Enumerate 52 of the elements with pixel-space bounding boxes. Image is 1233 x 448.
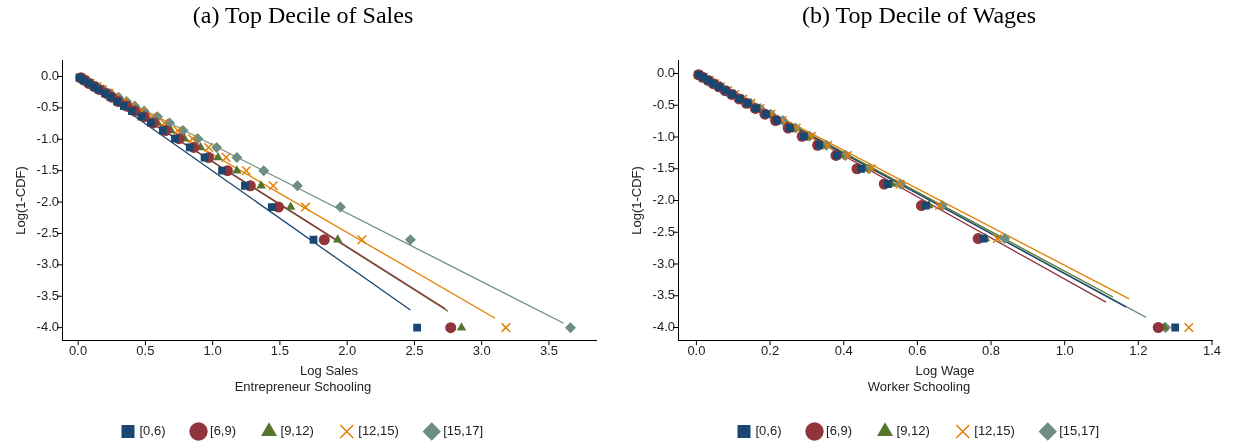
y-axis-title: Log(1-CDF) <box>629 166 645 235</box>
y-tick-label: -3.5 <box>652 287 675 303</box>
y-tick-label: -0.5 <box>652 96 675 112</box>
legend-label: [6,9) <box>210 423 237 439</box>
legend-label: [12,15) <box>358 423 399 439</box>
x-tick-label: 0.0 <box>69 342 88 358</box>
legend-label: [15,17] <box>443 423 484 439</box>
y-tick-label: -3.5 <box>36 287 59 303</box>
y-tick-label: -4.0 <box>36 319 59 335</box>
y-tick-label: -3.0 <box>36 256 59 272</box>
y-axis-title: Log(1-CDF) <box>13 166 29 235</box>
y-tick-label: 0.0 <box>656 65 675 81</box>
y-tick-label: -0.5 <box>36 99 59 115</box>
x-tick-label: 3.0 <box>472 342 491 358</box>
legend-label: [9,12) <box>896 423 930 439</box>
x-tick-label: 1.5 <box>270 342 289 358</box>
y-tick-label: -3.0 <box>652 255 675 271</box>
y-tick-label: -2.0 <box>36 193 59 209</box>
x-tick-label: 0.8 <box>982 342 1001 358</box>
chart-title: (a) Top Decile of Sales <box>192 1 414 28</box>
x-axis-title: Log Sales <box>300 363 359 379</box>
y-tick-label: -2.0 <box>652 192 675 208</box>
x-tick-label: 1.4 <box>1202 342 1222 358</box>
x-tick-label: 1.0 <box>1055 342 1074 358</box>
legend-label: [12,15) <box>974 423 1015 439</box>
x-tick-label: 0.6 <box>908 342 927 358</box>
legend-label: [15,17] <box>1059 423 1100 439</box>
legend-label: [6,9) <box>826 423 853 439</box>
y-tick-label: -1.0 <box>652 128 675 144</box>
x-tick-label: 2.0 <box>338 342 357 358</box>
chart-title: (b) Top Decile of Wages <box>801 1 1037 28</box>
legend-label: [0,6) <box>139 423 166 439</box>
x-tick-label: 3.5 <box>539 342 558 358</box>
x-tick-label: 2.5 <box>405 342 424 358</box>
y-tick-label: 0.0 <box>40 68 59 84</box>
x-tick-label: 0.4 <box>834 342 853 358</box>
x-tick-label: 1.2 <box>1129 342 1148 358</box>
y-tick-label: -1.5 <box>36 162 59 178</box>
x-axis-title: Log Wage <box>915 363 975 379</box>
legend-title: Entrepreneur Schooling <box>234 379 372 395</box>
legend-title: Worker Schooling <box>867 379 971 395</box>
y-tick-label: -1.0 <box>36 130 59 146</box>
x-tick-label: 1.0 <box>203 342 222 358</box>
x-tick-label: 0.2 <box>761 342 780 358</box>
y-tick-label: -2.5 <box>652 223 675 239</box>
x-tick-label: 0.0 <box>687 342 706 358</box>
y-tick-label: -4.0 <box>652 319 675 335</box>
y-tick-label: -2.5 <box>36 225 59 241</box>
legend-label: [9,12) <box>280 423 314 439</box>
x-tick-label: 0.5 <box>136 342 155 358</box>
y-tick-label: -1.5 <box>652 160 675 176</box>
legend-label: [0,6) <box>755 423 782 439</box>
